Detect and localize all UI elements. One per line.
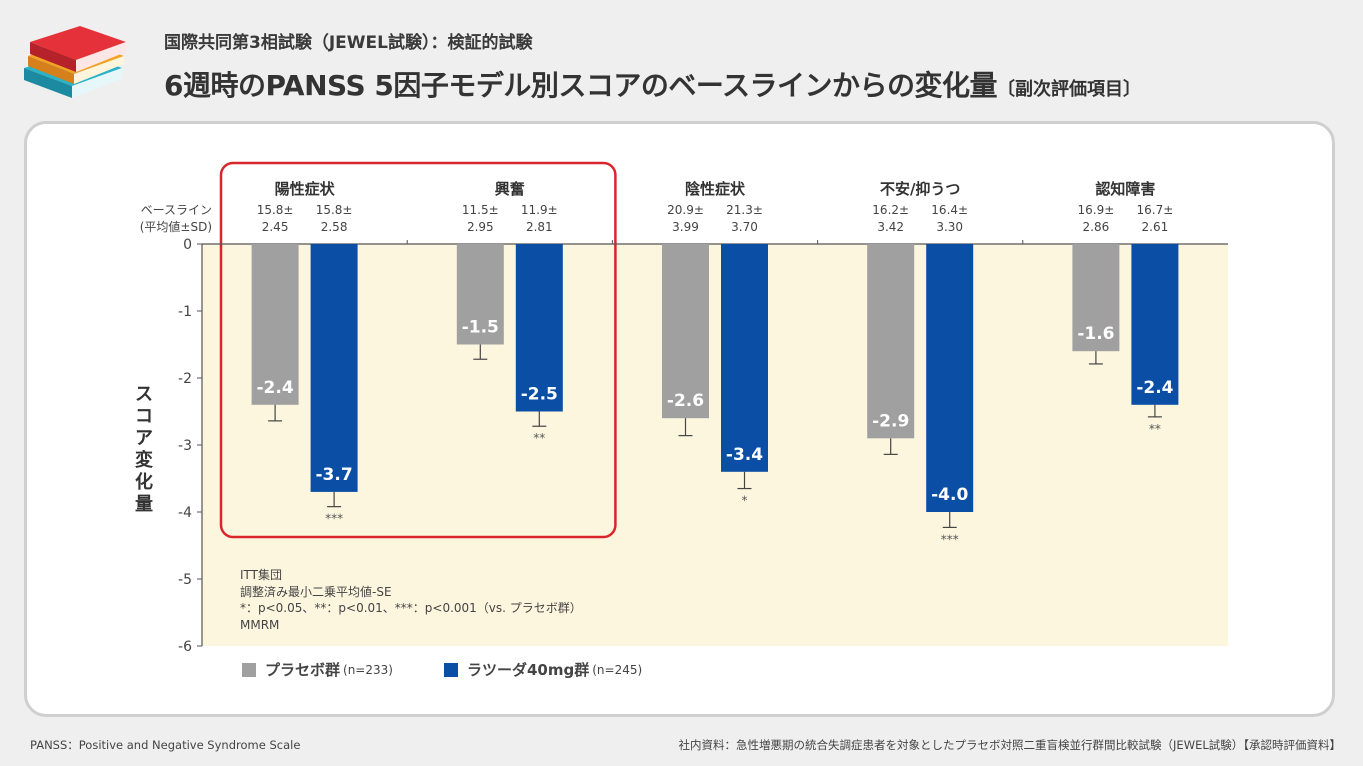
legend-label: プラセボ群 xyxy=(265,661,341,679)
baseline-value: 15.8± xyxy=(316,203,353,217)
note-line: 調整済み最小二乗平均値-SE xyxy=(240,584,392,599)
legend-item-drug: ラツーダ40mg群 (n=245) xyxy=(444,659,642,680)
footer-left: PANSS：Positive and Negative Syndrome Sca… xyxy=(30,738,301,752)
bar-value-label: -1.6 xyxy=(1077,324,1114,344)
category-label: 興奮 xyxy=(495,180,525,198)
bar xyxy=(1072,244,1120,352)
bar xyxy=(251,244,299,405)
legend-n: (n=245) xyxy=(592,662,643,677)
baseline-value: 20.9± xyxy=(667,203,704,217)
y-tick-label: -1 xyxy=(178,304,192,320)
bar xyxy=(310,244,358,492)
bar xyxy=(662,244,709,419)
page-subtitle: 国際共同第3相試験（JEWEL試験）：検証的試験 xyxy=(164,33,533,53)
bar-value-label: -2.6 xyxy=(667,391,704,411)
bar-value-label: -4.0 xyxy=(931,485,968,505)
bar-value-label: -3.7 xyxy=(316,465,353,485)
bar xyxy=(867,244,915,439)
bar-value-label: -2.9 xyxy=(872,411,909,431)
baseline-value: 3.70 xyxy=(731,220,758,234)
note-line: *：p<0.05、**：p<0.01、***：p<0.001（vs. プラセボ群… xyxy=(240,601,582,615)
bar xyxy=(926,244,974,512)
y-tick-label: -2 xyxy=(178,371,192,387)
baseline-value: 21.3± xyxy=(726,203,763,217)
bar xyxy=(1131,244,1179,405)
baseline-value: 16.9± xyxy=(1078,203,1115,217)
page-title: 6週時のPANSS 5因子モデル別スコアのベースラインからの変化量〔副次評価項目… xyxy=(164,64,1141,104)
y-axis-label-char: コ xyxy=(135,406,153,427)
baseline-value: 15.8± xyxy=(257,203,294,217)
significance-mark: ** xyxy=(1149,422,1161,436)
category-label: 陰性症状 xyxy=(685,180,746,198)
y-axis-label-char: 化 xyxy=(135,471,153,493)
legend-swatch xyxy=(444,662,458,677)
baseline-value: 2.86 xyxy=(1083,220,1110,234)
books-icon xyxy=(24,26,126,98)
category-label: 陽性症状 xyxy=(275,180,336,198)
legend-label: ラツーダ40mg群 xyxy=(467,661,590,679)
baseline-value: 2.45 xyxy=(262,220,289,234)
bar xyxy=(456,244,504,345)
category-label: 認知障害 xyxy=(1095,180,1155,198)
baseline-value: 3.42 xyxy=(877,220,904,234)
bar-value-label: -2.4 xyxy=(1136,378,1173,398)
legend-item-placebo: プラセボ群 (n=233) xyxy=(242,659,393,680)
significance-mark: *** xyxy=(941,532,959,546)
bar xyxy=(721,244,768,472)
y-tick-label: -4 xyxy=(178,505,192,521)
note-line: ITT集団 xyxy=(240,568,282,582)
baseline-value: 3.99 xyxy=(672,220,699,234)
bar-value-label: -1.5 xyxy=(462,318,499,338)
y-axis-label-char: 変 xyxy=(135,449,153,471)
bar-value-label: -2.4 xyxy=(257,378,294,398)
bar-value-label: -3.4 xyxy=(726,445,763,465)
y-axis-label-char: ア xyxy=(135,428,153,449)
y-tick-label: -3 xyxy=(178,438,192,454)
category-label: 不安/抑うつ xyxy=(880,180,960,198)
significance-mark: *** xyxy=(325,512,343,526)
baseline-value: 2.95 xyxy=(467,220,494,234)
baseline-value: 16.2± xyxy=(872,203,909,217)
legend-n: (n=233) xyxy=(343,662,393,677)
baseline-value: 11.5± xyxy=(462,203,499,217)
baseline-value: 16.4± xyxy=(931,203,968,217)
footer-right: 社内資料：急性増悪期の統合失調症患者を対象としたプラセボ対照二重盲検並行群間比較… xyxy=(678,738,1341,752)
bar xyxy=(515,244,563,412)
significance-mark: ** xyxy=(533,431,545,445)
baseline-value: 11.9± xyxy=(521,203,558,217)
legend-swatch xyxy=(242,662,256,677)
y-axis-label-char: ス xyxy=(135,384,153,405)
y-axis-label-char: 量 xyxy=(135,493,153,515)
baseline-value: 16.7± xyxy=(1137,203,1174,217)
baseline-value: 2.58 xyxy=(321,220,348,234)
y-tick-label: 0 xyxy=(183,237,192,253)
page-title-main: 6週時のPANSS 5因子モデル別スコアのベースラインからの変化量 xyxy=(164,69,997,102)
baseline-value: 2.81 xyxy=(526,220,553,234)
y-tick-label: -6 xyxy=(178,639,192,655)
highlight-box xyxy=(219,161,617,539)
baseline-value: 2.61 xyxy=(1142,220,1169,234)
baseline-value: 3.30 xyxy=(936,220,963,234)
y-tick-label: -5 xyxy=(178,572,192,588)
note-line: MMRM xyxy=(240,617,280,632)
baseline-label: ベースライン xyxy=(141,203,212,217)
baseline-label: (平均値±SD) xyxy=(140,219,212,234)
bar-value-label: -2.5 xyxy=(521,385,558,405)
chart-notes: ITT集団 調整済み最小二乗平均値-SE *：p<0.05、**：p<0.01、… xyxy=(240,567,582,633)
significance-mark: * xyxy=(742,494,748,508)
page-title-suffix: 〔副次評価項目〕 xyxy=(996,79,1141,100)
plot-area xyxy=(202,244,1228,646)
